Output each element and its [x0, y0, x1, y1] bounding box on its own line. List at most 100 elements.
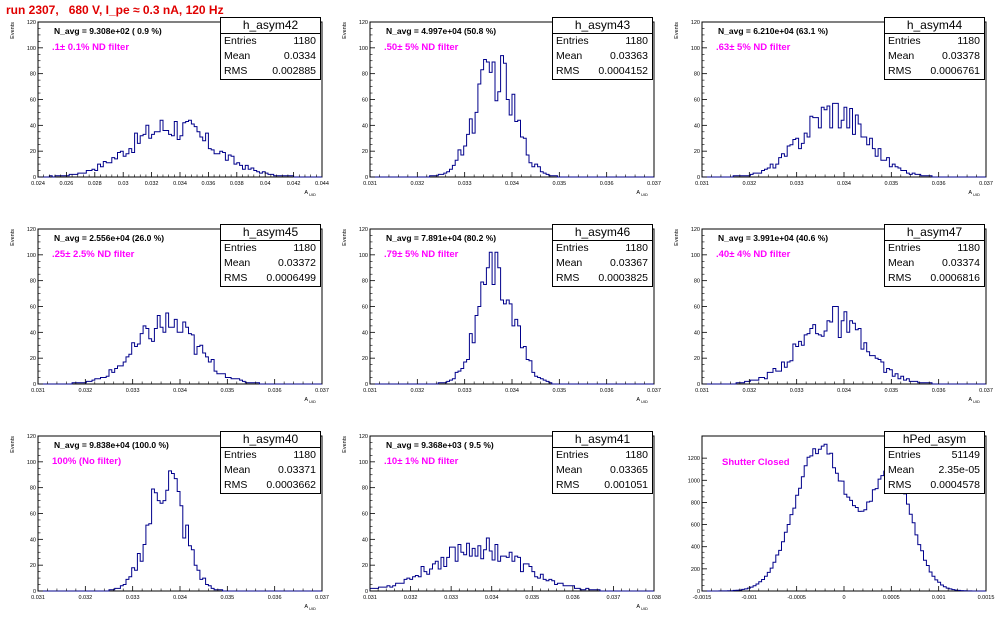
y-tick-label: 0	[697, 382, 700, 388]
x-axis-label: A	[304, 397, 308, 403]
x-axis-label: A	[304, 604, 308, 610]
y-tick-label: 20	[30, 563, 36, 569]
stats-value: 1180	[625, 449, 648, 461]
y-tick-label: 0	[33, 175, 36, 181]
y-tick-label: 1000	[688, 478, 700, 484]
stats-value: 0.03365	[610, 464, 648, 476]
stats-row-entries: Entries 1180	[221, 241, 320, 256]
histogram-title: h_asym41	[553, 432, 652, 448]
histogram-pad-asym46: 0.031 0.032 0.033 0.034 0.035 0.036 0.037 0 20 40…	[332, 207, 664, 414]
stats-value: 0.0334	[283, 50, 316, 62]
stats-row-entries: Entries 1180	[221, 448, 320, 463]
x-axis-label-sub: UID	[309, 192, 316, 197]
stats-value: 0.03378	[942, 50, 980, 62]
stats-value: 51149	[951, 449, 980, 461]
y-tick-label: 20	[694, 356, 700, 362]
n-avg-label: N_avg = 7.891e+04 (80.2 %)	[386, 233, 497, 243]
histogram-line	[38, 470, 322, 592]
x-tick-label: 0.035	[552, 388, 566, 394]
y-tick-label: 60	[30, 305, 36, 311]
stats-key: Mean	[888, 50, 915, 62]
stats-value: 0.0006499	[266, 272, 316, 284]
stats-row-rms: RMS 0.0004578	[885, 478, 984, 493]
stats-value: 1180	[293, 242, 316, 254]
x-axis-label-sub: UID	[641, 192, 648, 197]
stats-value: 0.0006761	[930, 65, 980, 77]
x-tick-label: 0.034	[837, 388, 851, 394]
stats-row-mean: Mean 0.03365	[553, 463, 652, 478]
n-avg-label: N_avg = 9.308e+02 ( 0.9 %)	[54, 26, 162, 36]
stats-value: 0.0003662	[266, 479, 316, 491]
y-tick-label: 0	[365, 589, 368, 595]
x-tick-label: 0.032	[145, 181, 159, 187]
y-axis-label: Events	[342, 436, 348, 453]
y-tick-label: 100	[27, 460, 36, 466]
y-axis-label: Events	[674, 229, 680, 246]
y-tick-label: 0	[365, 175, 368, 181]
x-tick-label: 0.042	[287, 181, 301, 187]
y-tick-label: 100	[27, 253, 36, 259]
x-tick-label: 0.032	[404, 595, 418, 601]
stats-box: h_asym46 Entries 1180 Mean 0.03367 RMS 0.00038…	[552, 224, 653, 287]
x-tick-label: -0.0005	[787, 595, 806, 601]
x-tick-label: 0.033	[790, 388, 804, 394]
stats-row-entries: Entries 1180	[885, 241, 984, 256]
stats-key: Entries	[556, 449, 589, 461]
stats-value: 0.03372	[278, 257, 316, 269]
stats-key: RMS	[888, 272, 912, 284]
stats-row-mean: Mean 2.35e-05	[885, 463, 984, 478]
y-tick-label: 100	[359, 253, 368, 259]
x-axis-label: A	[636, 190, 640, 196]
y-tick-label: 80	[362, 72, 368, 78]
stats-row-mean: Mean 0.03367	[553, 256, 652, 271]
y-tick-label: 20	[362, 356, 368, 362]
y-tick-label: 0	[697, 589, 700, 595]
stats-value: 1180	[957, 242, 980, 254]
stats-key: Mean	[224, 464, 251, 476]
y-tick-label: 200	[691, 567, 700, 573]
y-tick-label: 60	[362, 512, 368, 518]
y-tick-label: 800	[691, 500, 700, 506]
stats-box: h_asym47 Entries 1180 Mean 0.03374 RMS 0.00068…	[884, 224, 985, 287]
x-tick-label: 0.034	[173, 181, 187, 187]
y-tick-label: 400	[691, 545, 700, 551]
stats-key: RMS	[556, 479, 580, 491]
y-tick-label: 60	[30, 98, 36, 104]
histogram-line	[370, 55, 654, 178]
y-tick-label: 40	[30, 537, 36, 543]
x-tick-label: 0.036	[566, 595, 580, 601]
y-tick-label: 120	[359, 227, 368, 233]
y-tick-label: 60	[694, 98, 700, 104]
x-axis-label-sub: UID	[973, 399, 980, 404]
y-tick-label: 20	[362, 563, 368, 569]
x-tick-label: 0.033	[790, 181, 804, 187]
stats-row-rms: RMS 0.001051	[553, 478, 652, 493]
y-tick-label: 80	[694, 72, 700, 78]
stats-value: 2.35e-05	[938, 464, 980, 476]
x-tick-label: 0.03	[118, 181, 129, 187]
x-tick-label: 0.031	[31, 595, 45, 601]
x-axis-label: A	[968, 190, 972, 196]
stats-value: 0.001051	[604, 479, 648, 491]
x-tick-label: 0.035	[525, 595, 539, 601]
x-axis-label: A	[636, 397, 640, 403]
histogram-pad-asym41: 0.031 0.032 0.033 0.034 0.035 0.036 0.037 0.038…	[332, 414, 664, 621]
histogram-title: hPed_asym	[885, 432, 984, 448]
stats-row-mean: Mean 0.03378	[885, 49, 984, 64]
histogram-pad-asym40: 0.031 0.032 0.033 0.034 0.035 0.036 0.037 0 20 40…	[0, 414, 332, 621]
y-tick-label: 60	[362, 305, 368, 311]
x-tick-label: 0.038	[230, 181, 244, 187]
filter-label: .25± 2.5% ND filter	[52, 249, 135, 260]
stats-row-mean: Mean 0.03374	[885, 256, 984, 271]
stats-value: 0.0003825	[598, 272, 648, 284]
histogram-title: h_asym44	[885, 18, 984, 34]
x-axis-label-sub: UID	[641, 399, 648, 404]
stats-row-entries: Entries 1180	[553, 241, 652, 256]
x-tick-label: 0.031	[363, 181, 377, 187]
x-tick-label: 0.032	[78, 595, 92, 601]
y-tick-label: 60	[362, 98, 368, 104]
stats-key: Entries	[224, 449, 257, 461]
n-avg-label: N_avg = 9.838e+04 (100.0 %)	[54, 440, 169, 450]
x-tick-label: 0.035	[884, 181, 898, 187]
filter-label: .79± 5% ND filter	[384, 249, 459, 260]
